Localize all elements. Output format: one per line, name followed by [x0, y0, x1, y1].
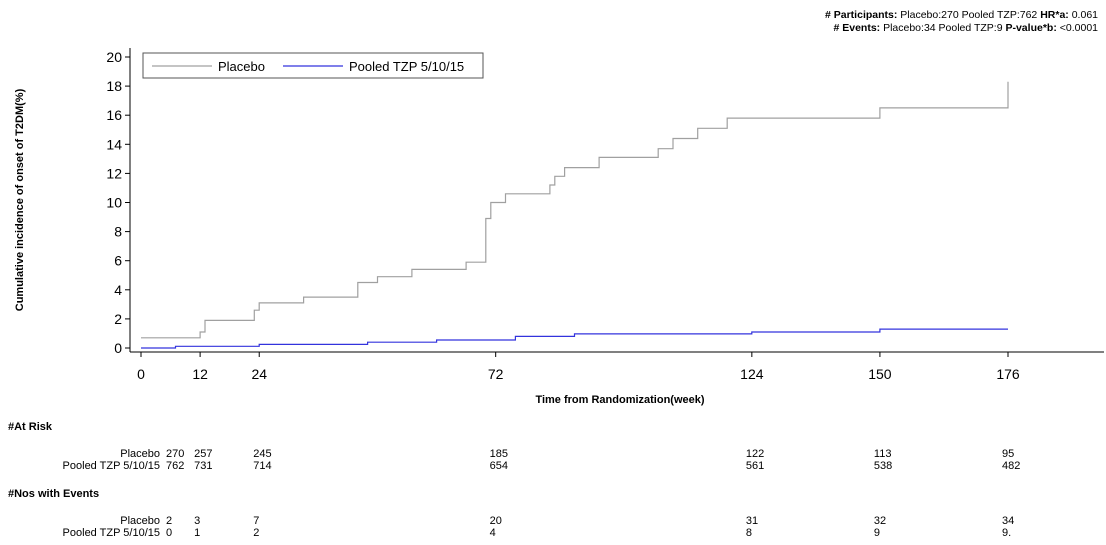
- at-risk-placebo-cell: 257: [194, 448, 213, 460]
- events-placebo-cell: 2: [166, 515, 173, 527]
- y-tick-label: 14: [106, 136, 122, 152]
- at-risk-pooled-tzp-cell: 561: [745, 460, 765, 472]
- at-risk-placebo-cell: 245: [253, 448, 272, 460]
- at-risk-pooled-tzp-cell: 482: [1002, 460, 1021, 472]
- series-line-placebo: [141, 81, 1009, 339]
- events-label: # Events:: [833, 22, 881, 34]
- at-risk-placebo-cell: 270: [166, 448, 185, 460]
- events-table-header: #Nos with Events: [8, 488, 100, 500]
- y-tick-label: 0: [114, 340, 122, 356]
- x-tick-label: 150: [868, 366, 892, 382]
- events-pooled-tzp-cell: 9: [873, 527, 881, 539]
- events-placebo-cell: 20: [489, 515, 502, 527]
- x-tick-label: 24: [251, 366, 267, 382]
- participants-label: # Participants:: [825, 9, 898, 21]
- y-tick-label: 20: [106, 49, 122, 65]
- events-text: Placebo:34 Pooled TZP:9: [883, 22, 1003, 34]
- hr-value: 0.061: [1071, 9, 1098, 21]
- series-line-pooled-tzp: [141, 328, 1008, 349]
- legend-label: Pooled TZP 5/10/15: [349, 59, 464, 74]
- participants-stat: # Participants: Placebo:270 Pooled TZP:7…: [825, 9, 1098, 21]
- at-risk-header: #At Risk: [8, 421, 53, 433]
- x-tick-label: 176: [996, 366, 1020, 382]
- y-tick-label: 4: [114, 282, 122, 298]
- y-tick-label: 18: [106, 78, 122, 94]
- events-placebo-cell: 32: [873, 515, 887, 527]
- events-placebo-label: Placebo: [120, 515, 160, 527]
- events-pooled-tzp-cell: 4: [489, 527, 496, 539]
- x-tick-label: 0: [137, 366, 145, 382]
- y-tick-label: 2: [114, 311, 122, 327]
- y-tick-label: 8: [114, 224, 122, 240]
- at-risk-placebo-cell: 113: [873, 448, 892, 460]
- at-risk-pooled-tzp-cell: 538: [873, 460, 893, 472]
- p-value: <0.0001: [1059, 22, 1098, 34]
- at-risk-pooled-tzp-label: Pooled TZP 5/10/15: [62, 460, 160, 472]
- at-risk-placebo-cell: 122: [745, 448, 765, 460]
- x-tick-label: 72: [488, 366, 504, 382]
- at-risk-pooled-tzp-cell: 731: [194, 460, 213, 472]
- x-axis-label: Time from Randomization(week): [535, 394, 704, 406]
- events-placebo-cell: 7: [253, 515, 260, 527]
- hr-label: HR*a:: [1040, 9, 1069, 21]
- events-placebo-cell: 31: [745, 515, 759, 527]
- y-tick-label: 12: [106, 165, 122, 181]
- events-pooled-tzp-cell: 1: [194, 527, 201, 539]
- events-placebo-cell: 34: [1002, 515, 1015, 527]
- at-risk-placebo-cell: 185: [489, 448, 509, 460]
- at-risk-placebo-label: Placebo: [120, 448, 160, 460]
- at-risk-pooled-tzp-cell: 762: [166, 460, 185, 472]
- events-pooled-tzp-cell: 0: [166, 527, 173, 539]
- events-stat: # Events: Placebo:34 Pooled TZP:9 P-valu…: [833, 22, 1098, 34]
- participants-text: Placebo:270 Pooled TZP:762: [900, 9, 1038, 21]
- x-tick-label: 12: [192, 366, 208, 382]
- at-risk-pooled-tzp-cell: 714: [253, 460, 272, 472]
- at-risk-placebo-cell: 95: [1002, 448, 1015, 460]
- at-risk-pooled-tzp-cell: 654: [489, 460, 509, 472]
- events-pooled-tzp-cell: 2: [253, 527, 260, 539]
- y-tick-label: 16: [106, 107, 122, 123]
- x-tick-label: 124: [740, 366, 764, 382]
- p-label: P-value*b:: [1005, 22, 1057, 34]
- legend-label: Placebo: [218, 59, 265, 74]
- events-pooled-tzp-label: Pooled TZP 5/10/15: [62, 527, 160, 539]
- y-tick-label: 6: [114, 253, 122, 269]
- events-pooled-tzp-cell: 8: [745, 527, 752, 539]
- events-pooled-tzp-cell: 9.: [1002, 527, 1012, 539]
- y-axis-label: Cumulative incidence of onset of T2DM(%): [14, 88, 26, 311]
- events-placebo-cell: 3: [194, 515, 201, 527]
- y-tick-label: 10: [106, 195, 122, 211]
